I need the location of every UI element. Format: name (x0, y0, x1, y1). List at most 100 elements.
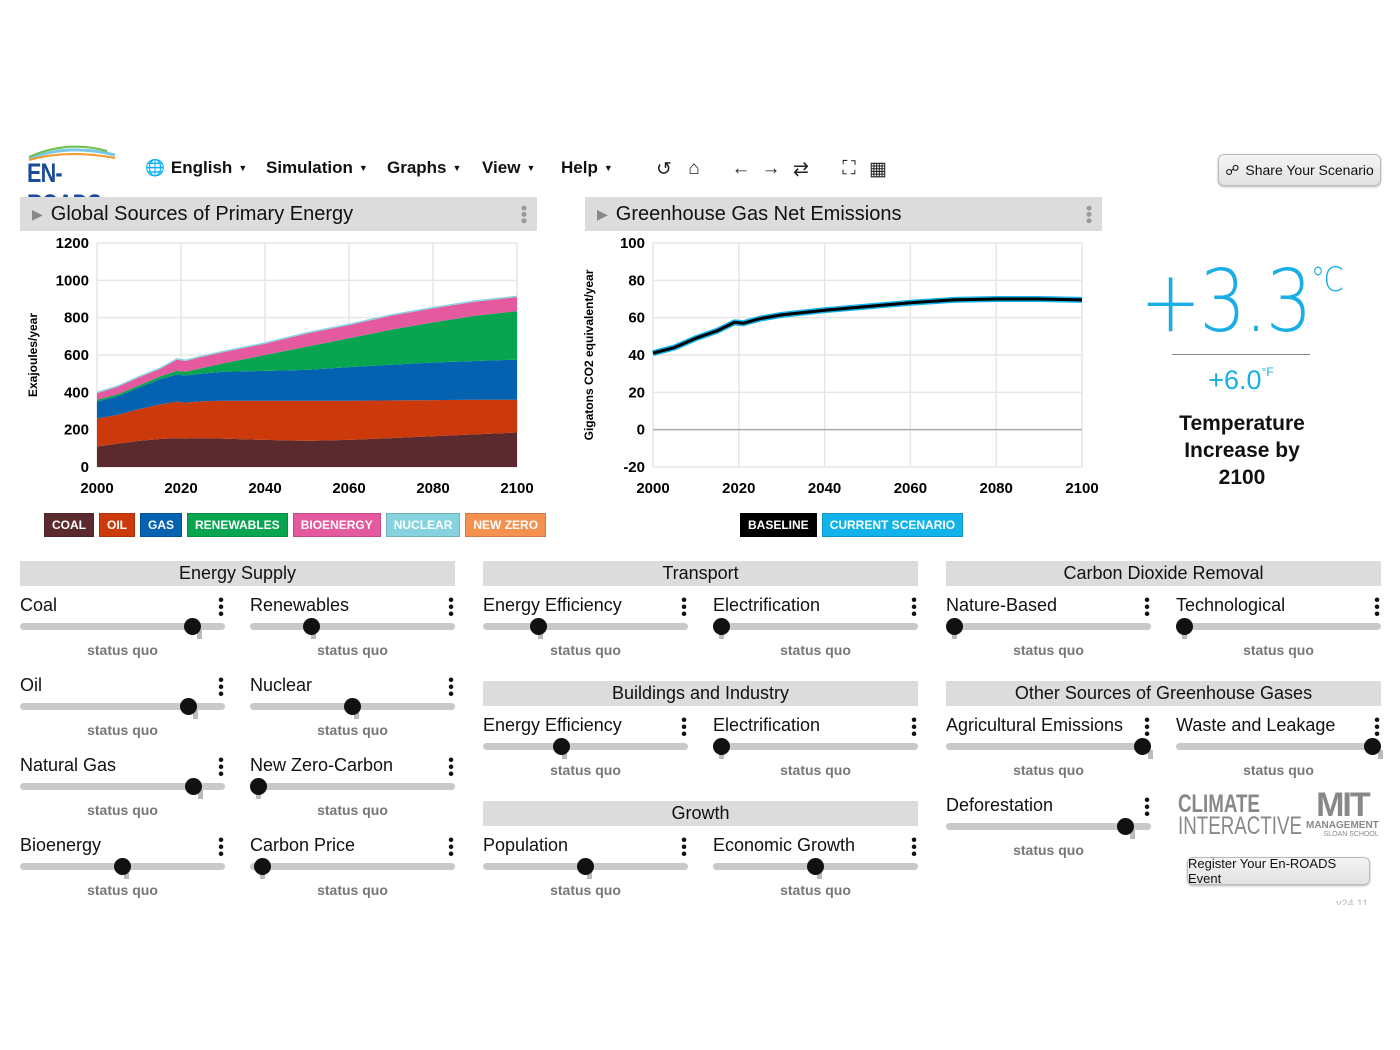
menu-graphs[interactable]: Graphs ▼ (387, 158, 461, 178)
slider-track[interactable] (713, 623, 918, 630)
slider-label[interactable]: Oil (20, 675, 42, 695)
slider-label[interactable]: Nuclear (250, 675, 313, 695)
legend-gas[interactable]: GAS (140, 513, 183, 537)
menu-english[interactable]: 🌐 English ▼ (145, 158, 247, 178)
expand-triangle-icon[interactable]: ▶ (32, 205, 43, 222)
kebab-menu-icon[interactable]: • • • (681, 712, 687, 743)
grid-icon[interactable]: ▦ (869, 159, 887, 180)
more-options-icon[interactable]: ••• (514, 204, 534, 224)
home-icon[interactable]: ⌂ (688, 158, 700, 179)
slider-label[interactable]: Energy Efficiency (483, 595, 622, 615)
expand-triangle-icon[interactable]: ▶ (597, 205, 608, 222)
kebab-menu-icon[interactable]: • • • (911, 832, 917, 863)
slider-track[interactable] (483, 623, 688, 630)
forward-arrow-icon[interactable]: → (761, 158, 781, 179)
kebab-menu-icon[interactable]: • • • (911, 592, 917, 623)
slider-label[interactable]: Deforestation (946, 795, 1054, 815)
en-roads-logo[interactable]: EN-ROADS (27, 145, 117, 219)
mit-sloan-logo[interactable]: MIT MANAGEMENT SLOAN SCHOOL (1306, 788, 1379, 838)
energy-chart-header[interactable]: ▶ Global Sources of Primary Energy ••• (20, 197, 537, 231)
slider-label[interactable]: Technological (1176, 595, 1286, 615)
slider-label[interactable]: Coal (20, 595, 58, 615)
back-arrow-icon[interactable]: ← (731, 158, 751, 179)
kebab-menu-icon[interactable]: • • • (1374, 592, 1380, 623)
menu-help[interactable]: Help ▼ (561, 158, 613, 178)
slider-handle[interactable] (1364, 738, 1381, 755)
slider-handle[interactable] (577, 858, 594, 875)
slider-track[interactable] (250, 623, 455, 630)
slider-track[interactable] (946, 743, 1151, 750)
legend-oil[interactable]: OIL (99, 513, 135, 537)
slider-track[interactable] (20, 783, 225, 790)
menu-view[interactable]: View ▼ (482, 158, 535, 178)
slider-track[interactable] (20, 703, 225, 710)
slider-track[interactable] (250, 783, 455, 790)
slider-handle[interactable] (183, 618, 201, 635)
slider-track[interactable] (483, 743, 688, 750)
slider-handle[interactable] (253, 858, 271, 875)
slider-handle[interactable] (1117, 818, 1135, 835)
slider-track[interactable] (713, 743, 918, 750)
kebab-menu-icon[interactable]: • • • (1144, 712, 1150, 743)
fullscreen-icon[interactable]: ⛶ (842, 158, 856, 179)
more-options-icon[interactable]: ••• (1079, 204, 1099, 224)
slider-label[interactable]: New Zero-Carbon (250, 755, 394, 775)
slider-handle[interactable] (344, 698, 361, 715)
slider-handle[interactable] (946, 618, 963, 635)
kebab-menu-icon[interactable]: • • • (448, 592, 454, 623)
slider-label[interactable]: Electrification (713, 715, 821, 735)
share-scenario-button[interactable]: ☍ Share Your Scenario (1218, 154, 1381, 186)
slider-label[interactable]: Energy Efficiency (483, 715, 622, 735)
slider-track[interactable] (250, 863, 455, 870)
kebab-menu-icon[interactable]: • • • (218, 832, 224, 863)
slider-handle[interactable] (713, 738, 730, 755)
kebab-menu-icon[interactable]: • • • (1144, 592, 1150, 623)
kebab-menu-icon[interactable]: • • • (448, 832, 454, 863)
climate-interactive-logo[interactable]: CLIMATE INTERACTIVE (1178, 792, 1302, 839)
slider-handle[interactable] (807, 858, 824, 875)
slider-label[interactable]: Economic Growth (713, 835, 856, 855)
slider-handle[interactable] (713, 618, 730, 635)
slider-label[interactable]: Bioenergy (20, 835, 102, 855)
slider-handle[interactable] (114, 858, 131, 875)
refresh-icon[interactable]: ⇄ (793, 159, 809, 180)
slider-label[interactable]: Carbon Price (250, 835, 356, 855)
slider-label[interactable]: Nature-Based (946, 595, 1058, 615)
kebab-menu-icon[interactable]: • • • (218, 592, 224, 623)
emissions-chart-header[interactable]: ▶ Greenhouse Gas Net Emissions ••• (585, 197, 1102, 231)
slider-handle[interactable] (185, 778, 203, 795)
kebab-menu-icon[interactable]: • • • (1144, 792, 1150, 823)
kebab-menu-icon[interactable]: • • • (218, 752, 224, 783)
slider-handle[interactable] (179, 698, 197, 715)
legend-new-zero[interactable]: NEW ZERO (465, 513, 547, 537)
legend-nuclear[interactable]: NUCLEAR (385, 513, 461, 537)
slider-track[interactable] (1176, 743, 1381, 750)
menu-simulation[interactable]: Simulation ▼ (266, 158, 368, 178)
kebab-menu-icon[interactable]: • • • (218, 672, 224, 703)
slider-handle[interactable] (1134, 738, 1151, 755)
slider-track[interactable] (946, 823, 1151, 830)
slider-track[interactable] (946, 623, 1151, 630)
legend-bioenergy[interactable]: BIOENERGY (292, 513, 381, 537)
slider-label[interactable]: Renewables (250, 595, 350, 615)
slider-handle[interactable] (1176, 618, 1193, 635)
slider-track[interactable] (20, 623, 225, 630)
slider-handle[interactable] (302, 618, 320, 635)
slider-label[interactable]: Agricultural Emissions (946, 715, 1124, 735)
slider-track[interactable] (1176, 623, 1381, 630)
register-event-button[interactable]: Register Your En-ROADS Event (1187, 856, 1370, 886)
kebab-menu-icon[interactable]: • • • (448, 752, 454, 783)
slider-label[interactable]: Waste and Leakage (1176, 715, 1336, 735)
legend-current-scenario[interactable]: CURRENT SCENARIO (821, 513, 964, 537)
slider-handle[interactable] (552, 738, 570, 755)
undo-icon[interactable]: ↺ (656, 159, 672, 180)
kebab-menu-icon[interactable]: • • • (681, 832, 687, 863)
slider-handle[interactable] (530, 618, 547, 635)
slider-label[interactable]: Natural Gas (20, 755, 117, 775)
kebab-menu-icon[interactable]: • • • (911, 712, 917, 743)
legend-baseline[interactable]: BASELINE (740, 513, 817, 537)
legend-coal[interactable]: COAL (44, 513, 94, 537)
kebab-menu-icon[interactable]: • • • (681, 592, 687, 623)
kebab-menu-icon[interactable]: • • • (1374, 712, 1380, 743)
slider-label[interactable]: Population (483, 835, 569, 855)
